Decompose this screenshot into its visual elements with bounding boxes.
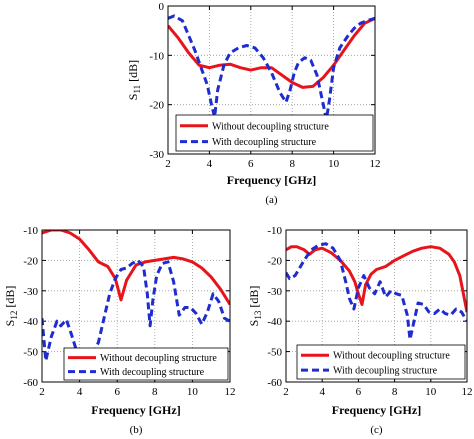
series-line-without-decoupling [42, 230, 230, 306]
y-axis-label-unit: [dB] [3, 286, 17, 311]
y-tick-label: -40 [267, 316, 282, 328]
y-tick-label: -20 [23, 255, 38, 267]
legend-label: With decoupling structure [100, 367, 205, 378]
y-tick-label: -10 [23, 225, 38, 237]
x-tick-label: 6 [248, 158, 254, 170]
x-tick-label: 12 [370, 158, 381, 170]
y-axis-label-symbol: S [126, 93, 140, 100]
x-axis-label: Frequency [GHz] [332, 403, 421, 417]
legend-box [175, 114, 374, 152]
y-tick-label: -60 [267, 377, 282, 389]
y-axis-label-unit: [dB] [247, 286, 261, 311]
y-tick-label: -60 [23, 377, 38, 389]
y-axis-label-symbol: S [247, 320, 261, 327]
x-tick-label: 10 [187, 386, 199, 398]
x-tick-label: 4 [319, 386, 325, 398]
y-axis-label-subscript: 12 [9, 311, 19, 320]
legend: Without decoupling structure With decoupl… [175, 114, 374, 152]
x-axis-label: Frequency [GHz] [227, 173, 316, 187]
axes-frame [41, 229, 231, 383]
y-axis-label-subscript: 11 [132, 85, 142, 94]
x-tick-label: 6 [114, 386, 120, 398]
x-tick-label: 8 [289, 158, 295, 170]
y-axis-label-symbol: S [3, 320, 17, 327]
y-tick-label: -10 [267, 225, 282, 237]
x-tick-label: 2 [283, 386, 289, 398]
x-tick-label: 2 [39, 386, 45, 398]
y-tick-label: -50 [267, 347, 282, 359]
legend-label: With decoupling structure [212, 137, 317, 148]
x-tick-label: 10 [328, 158, 340, 170]
panel-caption: (a) [265, 194, 278, 206]
x-tick-label: 8 [152, 386, 158, 398]
axes-frame [285, 229, 468, 383]
y-axis-label-unit: [dB] [126, 60, 140, 85]
legend-label: With decoupling structure [333, 366, 438, 377]
y-tick-label: -20 [267, 255, 282, 267]
x-tick-label: 2 [165, 158, 171, 170]
panel-caption: (c) [370, 424, 383, 436]
series-line-with-decoupling [42, 258, 230, 363]
legend-label: Without decoupling structure [100, 353, 217, 364]
series-line-with-decoupling [286, 242, 467, 341]
series-line-with-decoupling [168, 14, 375, 121]
y-tick-label: -20 [149, 100, 164, 112]
y-axis-label: S11 [dB] [126, 60, 142, 100]
legend: Without decoupling structure With decoupl… [63, 347, 229, 381]
y-tick-label: 0 [159, 1, 165, 13]
series-line-without-decoupling [286, 245, 467, 313]
x-tick-label: 4 [77, 386, 83, 398]
legend-label: Without decoupling structure [333, 351, 450, 362]
chart-panel-b: 2 4 6 8 10 12 -10 -20 -30 -40 -50 -60 Without decoup… [3, 225, 236, 436]
x-tick-label: 12 [462, 386, 473, 398]
y-axis-label-subscript: 13 [253, 310, 263, 320]
y-tick-label: -30 [267, 286, 282, 298]
y-tick-label: -30 [23, 286, 38, 298]
legend-box [63, 347, 229, 381]
x-tick-label: 12 [225, 386, 236, 398]
y-axis-label: S12 [dB] [3, 286, 19, 327]
panel-caption: (b) [130, 424, 143, 436]
y-tick-label: -30 [149, 149, 164, 161]
axes-frame [167, 5, 376, 155]
chart-panel-a: 2 4 6 8 10 12 0 -10 -20 -30 Without decoupling str… [126, 1, 381, 206]
legend-label: Without decoupling structure [212, 121, 329, 132]
x-tick-label: 4 [207, 158, 213, 170]
y-tick-label: -10 [149, 50, 164, 62]
y-tick-label: -50 [23, 347, 38, 359]
x-tick-label: 6 [356, 386, 362, 398]
x-tick-label: 8 [392, 386, 398, 398]
x-axis-label: Frequency [GHz] [91, 403, 180, 417]
y-tick-label: -40 [23, 316, 38, 328]
series-line-without-decoupling [168, 16, 375, 89]
legend-box [296, 344, 466, 380]
y-axis-label: S13 [dB] [247, 286, 263, 327]
chart-panel-c: 2 4 6 8 10 12 -10 -20 -30 -40 -50 -60 Without decoup… [247, 225, 473, 436]
legend: Without decoupling structure With decoupl… [296, 344, 466, 380]
x-tick-label: 10 [425, 386, 437, 398]
